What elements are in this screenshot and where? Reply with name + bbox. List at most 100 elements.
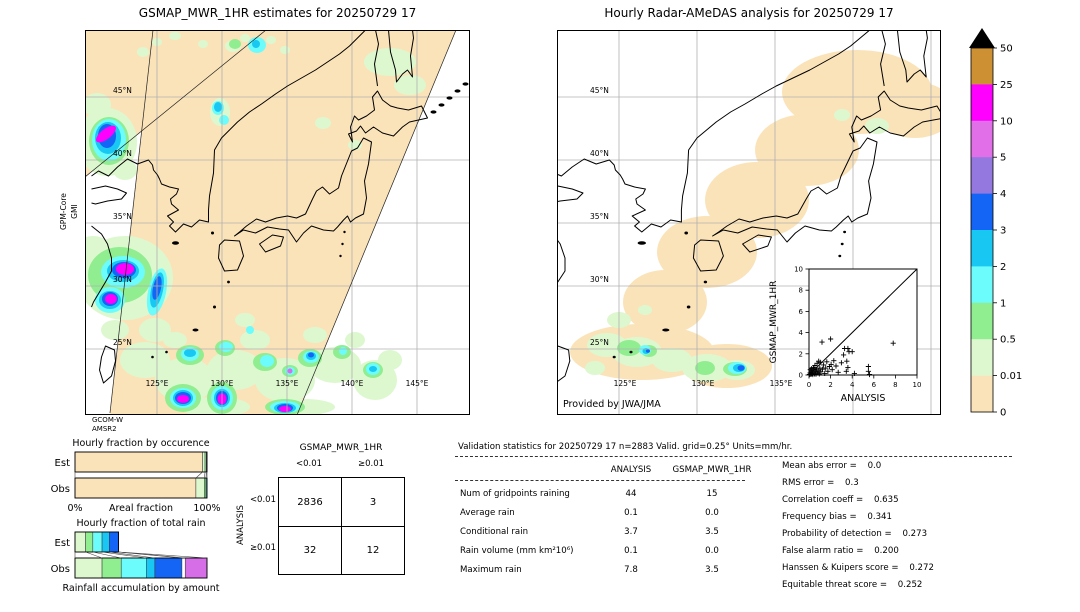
validation-row-label: Rain volume (mm km²10⁶) xyxy=(460,546,574,556)
score-label: Correlation coeff = xyxy=(782,495,864,505)
scatter-ylabel: GSMAP_MWR_1HR xyxy=(769,281,779,364)
bar-connector-line xyxy=(204,471,206,479)
svg-text:130°E: 130°E xyxy=(211,379,234,388)
score-row: RMS error = 0.3 xyxy=(782,478,859,488)
bar-connector-line xyxy=(85,551,103,559)
validation-value: 3.7 xyxy=(624,527,638,537)
credit-label: Provided by JWA/JMA xyxy=(563,399,661,410)
svg-text:35°N: 35°N xyxy=(113,212,132,221)
bar-segment xyxy=(101,557,122,579)
score-value: 0.273 xyxy=(902,529,928,539)
colorbar-tick-label: 0.5 xyxy=(1000,335,1016,346)
occurrence-xlabel: Areal fraction xyxy=(109,503,173,514)
totalrain-xlabel: Rainfall accumulation by amount xyxy=(63,583,220,594)
occurrence-title: Hourly fraction by occurence xyxy=(72,438,209,449)
scatter-xtick-label: 4 xyxy=(850,381,855,389)
left-map-sensor2-label: GCOM-W AMSR2 xyxy=(92,416,123,434)
svg-text:45°N: 45°N xyxy=(590,86,609,95)
occurrence-x100-label: 100% xyxy=(193,503,220,514)
scatter-point xyxy=(865,363,871,370)
score-label: Mean abs error = xyxy=(782,461,857,471)
colorbar-segment xyxy=(971,84,993,122)
colorbar-tick-label: 10 xyxy=(1000,116,1013,127)
svg-text:130°E: 130°E xyxy=(692,379,715,388)
scatter-point xyxy=(825,368,831,374)
scatter-point xyxy=(812,362,818,369)
occurrence-obs-label: Obs xyxy=(51,484,70,495)
colorbar-segment xyxy=(971,375,993,413)
scatter-point xyxy=(845,365,851,371)
fraction-charts: Hourly fraction by occurence Est Obs 0% … xyxy=(51,438,221,594)
colorbar-overflow-arrow xyxy=(969,28,995,48)
colorbar-tick-label: 0.01 xyxy=(1000,371,1022,382)
satellite-swath-area xyxy=(85,30,456,415)
scatter-xtick-label: 8 xyxy=(893,381,897,389)
colorbar-segment xyxy=(971,120,993,158)
score-value: 0.3 xyxy=(845,478,859,488)
scatter-point xyxy=(819,339,825,345)
satellite1-sensor-label: GMI xyxy=(70,204,80,219)
left-map-title: GSMAP_MWR_1HR estimates for 20250729 17 xyxy=(138,6,417,20)
occurrence-bars xyxy=(74,451,208,499)
validation-value: 44 xyxy=(625,489,637,499)
scatter-ytick-label: 8 xyxy=(799,287,803,295)
svg-text:25°N: 25°N xyxy=(113,338,132,347)
bar-segment xyxy=(181,557,186,579)
score-label: Probability of detection = xyxy=(782,529,892,539)
contingency-row-divider xyxy=(279,526,404,527)
bar-segment xyxy=(195,477,205,499)
left-precipitation-blobs xyxy=(85,32,426,415)
scatter-point xyxy=(819,366,826,372)
scatter-point xyxy=(838,360,844,366)
svg-text:125°E: 125°E xyxy=(146,379,169,388)
score-label: False alarm ratio = xyxy=(782,546,864,556)
contingency-box: 2836 3 32 12 xyxy=(278,477,405,575)
colorbar-tick-label: 2 xyxy=(1000,262,1006,273)
divider-line xyxy=(455,456,1012,457)
bar-segment xyxy=(184,557,208,579)
colorbar-segments: 50 25 10 5 4 3 2 1 0.5 0.01 0 xyxy=(971,44,1022,419)
bar-segment xyxy=(109,531,119,553)
scatter-xtick-label: 0 xyxy=(807,381,811,389)
scatter-point xyxy=(831,358,837,364)
scatter-point xyxy=(890,340,896,346)
validation-col-gsmap: GSMAP_MWR_1HR xyxy=(672,465,752,475)
scatter-ytick-label: 2 xyxy=(799,350,803,358)
bar-connector-line xyxy=(195,471,203,479)
scatter-point xyxy=(824,359,830,365)
satellite2-label: GCOM-W xyxy=(92,416,124,424)
colorbar-frame xyxy=(970,47,994,413)
validation-value: 3.5 xyxy=(705,565,719,575)
totalrain-obs-label: Obs xyxy=(51,564,70,575)
scatter-point xyxy=(823,365,829,371)
scatter-points xyxy=(806,336,896,378)
contingency-title: GSMAP_MWR_1HR xyxy=(299,443,383,453)
right-map-title: Hourly Radar-AMeDAS analysis for 2025072… xyxy=(604,6,894,20)
score-row: Correlation coeff = 0.635 xyxy=(782,495,899,505)
bar-segment xyxy=(74,477,197,499)
contingency-row-label-2: ≥0.01 xyxy=(249,543,276,553)
bar-connector-line xyxy=(102,551,147,559)
bar-outline xyxy=(74,477,208,499)
colorbar-segment xyxy=(971,266,993,304)
colorbar-tick-label: 5 xyxy=(1000,153,1006,164)
scatter-ytick-label: 4 xyxy=(799,329,804,337)
swath-boundary-lines xyxy=(85,30,457,415)
bar-segment xyxy=(146,557,156,579)
score-row: Mean abs error = 0.0 xyxy=(782,461,881,471)
validation-row-label: Conditional rain xyxy=(460,527,529,537)
divider-line xyxy=(455,480,745,481)
colorbar-segment xyxy=(971,48,993,85)
left-map-plot: 45°N 40°N 35°N 30°N 25°N 125°E 130°E 135… xyxy=(85,30,470,415)
scatter-point xyxy=(835,369,841,375)
right-map-axis-labels: 45°N 40°N 35°N 30°N 25°N 125°E 130°E 135… xyxy=(590,86,793,388)
bar-segment xyxy=(92,531,103,553)
svg-text:35°N: 35°N xyxy=(590,212,609,221)
identity-line xyxy=(808,268,918,376)
validation-value: 0.1 xyxy=(624,508,638,518)
bar-outline xyxy=(74,557,208,579)
score-value: 0.635 xyxy=(873,495,899,505)
colorbar-tick-label: 4 xyxy=(1000,189,1006,200)
contingency-cell: 32 xyxy=(303,545,317,556)
